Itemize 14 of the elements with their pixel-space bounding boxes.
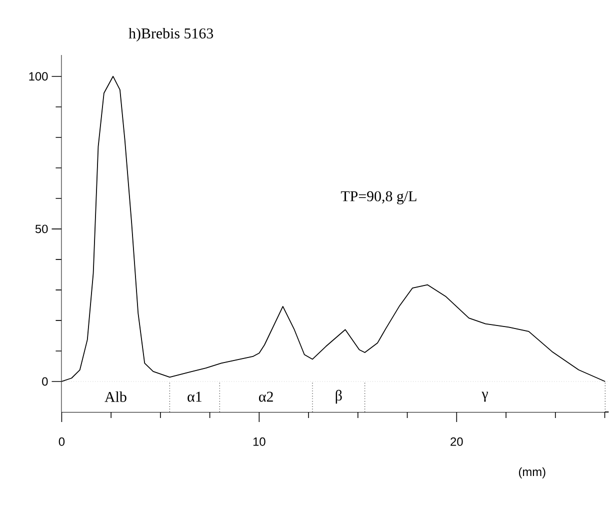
chart-title: h)Brebis 5163	[128, 28, 214, 42]
band-label: γ	[482, 392, 488, 402]
annotation: TP=90,8 g/L	[340, 191, 416, 204]
band-label: Alb	[104, 391, 126, 402]
x-tick-label: 10	[253, 437, 266, 446]
x-axis-title: (mm)	[518, 467, 546, 478]
y-tick-label: 0	[42, 377, 48, 386]
band-label: α1	[188, 392, 202, 402]
y-tick-label: 50	[35, 224, 48, 234]
band-label: α2	[259, 392, 273, 402]
x-tick-label: 0	[58, 437, 65, 446]
y-tick-label: 100	[29, 72, 48, 81]
x-tick-label: 20	[450, 437, 463, 446]
band-label: β	[336, 390, 342, 404]
